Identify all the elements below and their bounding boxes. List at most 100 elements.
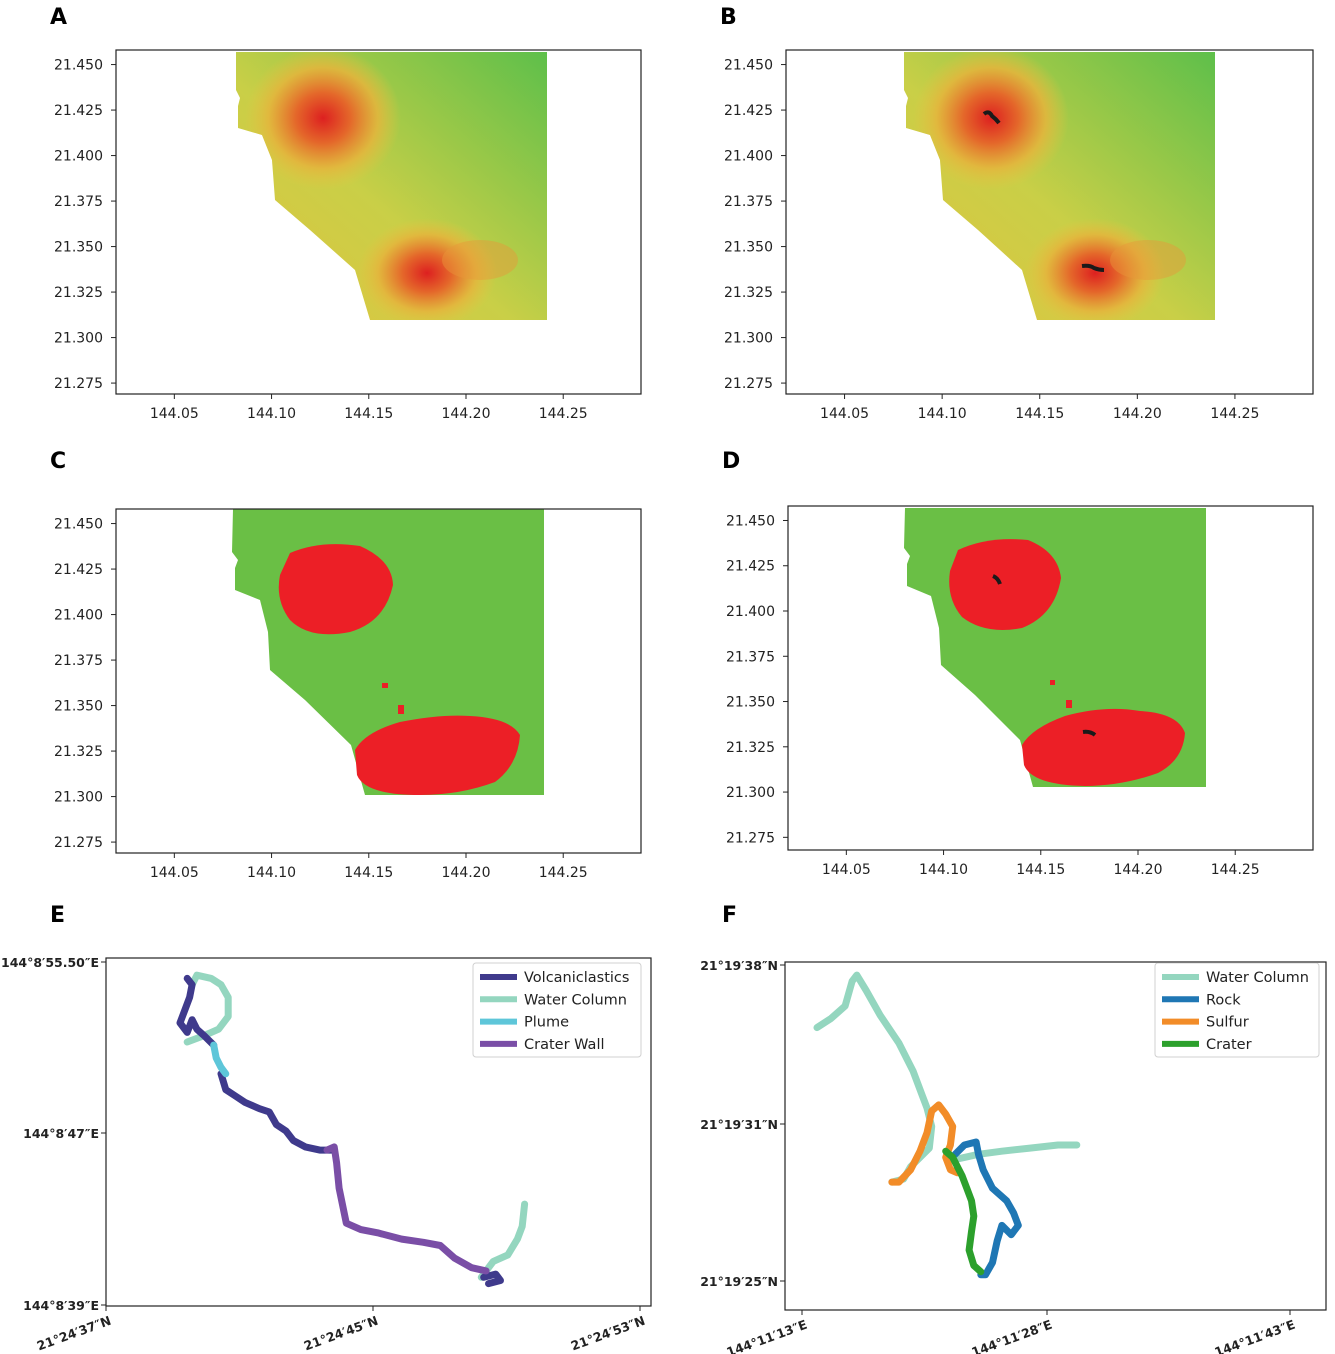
- crater-region-south: [355, 715, 520, 795]
- y-tick-label: 21.275: [54, 376, 103, 392]
- panel-e: 21°24′37″N 21°24′45″N 21°24′53″N 144°8′55.5…: [1, 955, 652, 1354]
- y-tick-label: 21.450: [54, 58, 103, 74]
- crater-region-north: [278, 544, 393, 635]
- x-tick-label: 144.10: [247, 865, 296, 881]
- x-tick-label: 144°11′28″E: [969, 1317, 1054, 1354]
- y-tick-label: 21.425: [724, 103, 773, 119]
- series-line-volcaniclastics: [176, 974, 218, 1049]
- elevation-map-b: [904, 52, 1215, 320]
- x-tick-label: 144.25: [1210, 406, 1259, 422]
- crater-marker-north: [982, 110, 1001, 125]
- crater-region-north: [949, 539, 1061, 630]
- x-tick-label: 144.20: [1114, 862, 1163, 878]
- legend-label: Crater: [1206, 1037, 1252, 1053]
- panel-a: 144.05 144.10 144.15 144.20 144.25 21.450 21.4…: [54, 49, 642, 422]
- panel-f: 144°11′13″E 144°11′28″E 144°11′43″E 21°19′3…: [700, 958, 1327, 1354]
- x-tick-label: 144.25: [539, 865, 588, 881]
- axis-ticks-a: 144.05 144.10 144.15 144.20 144.25 21.450 21.4…: [54, 58, 588, 422]
- crater-marker-north: [992, 574, 1002, 585]
- y-tick-label: 21.375: [54, 194, 103, 210]
- panel-letter-a: A: [50, 5, 67, 30]
- x-tick-label: 144.05: [820, 406, 869, 422]
- x-tick-label: 144.20: [1113, 406, 1162, 422]
- y-tick-label: 21.300: [54, 331, 103, 347]
- legend-label: Rock: [1206, 992, 1241, 1008]
- y-tick-label: 21.325: [724, 285, 773, 301]
- y-tick-label: 21°19′25″N: [700, 1274, 778, 1289]
- y-tick-label: 144°8′39″E: [23, 1298, 99, 1313]
- y-tick-label: 21.275: [724, 376, 773, 392]
- crater-marker-south: [1082, 729, 1097, 737]
- x-tick-label: 144.05: [150, 865, 199, 881]
- panel-letter-d: D: [722, 449, 740, 474]
- hotspot-south: [1025, 218, 1165, 320]
- panel-letter-e: E: [50, 903, 65, 928]
- x-tick-label: 144.10: [918, 406, 967, 422]
- x-tick-label: 21°24′37″N: [35, 1313, 113, 1354]
- hotspot-north: [913, 52, 1069, 190]
- legend-label: Water Column: [524, 992, 627, 1008]
- series-line-sulfur: [888, 1101, 961, 1186]
- y-tick-label: 21.350: [54, 240, 103, 256]
- y-tick-label: 21°19′31″N: [700, 1117, 778, 1132]
- y-tick-label: 21°19′38″N: [700, 958, 778, 973]
- series-line-crater: [942, 1147, 985, 1276]
- y-tick-label: 21.300: [54, 790, 103, 806]
- y-tick-label: 21.275: [726, 830, 775, 846]
- panel-letter-b: B: [720, 5, 737, 30]
- x-tick-label: 144.10: [919, 862, 968, 878]
- y-tick-label: 21.350: [724, 240, 773, 256]
- x-tick-label: 144.05: [150, 406, 199, 422]
- y-tick-label: 21.350: [54, 699, 103, 715]
- y-tick-label: 144°8′55.50″E: [1, 955, 99, 970]
- panel-letter-f: F: [722, 903, 737, 928]
- panel-letter-c: C: [50, 449, 66, 474]
- legend-box: [1154, 962, 1320, 1058]
- y-tick-label: 21.275: [54, 835, 103, 851]
- series-line-rock: [951, 1138, 1022, 1279]
- y-tick-label: 21.375: [54, 653, 103, 669]
- axes-frame-f: [784, 961, 1327, 1311]
- legend-label: Sulfur: [1206, 1015, 1249, 1031]
- panel-c: 144.05 144.10 144.15 144.20 144.25 21.450 21.4…: [54, 508, 642, 881]
- legend-label: Crater Wall: [524, 1037, 605, 1053]
- panel-d: 144.05 144.10 144.15 144.20 144.25 21.450 21.4…: [726, 505, 1314, 878]
- y-tick-label: 21.450: [724, 58, 773, 74]
- x-tick-label: 144°11′13″E: [724, 1317, 809, 1354]
- y-tick-label: 21.300: [726, 785, 775, 801]
- y-tick-label: 144°8′47″E: [23, 1126, 99, 1141]
- axes-frame-a: [115, 49, 642, 395]
- x-tick-label: 144.15: [344, 865, 393, 881]
- hotspot-south: [357, 218, 497, 320]
- y-tick-label: 21.425: [54, 103, 103, 119]
- series-line-water-column: [813, 971, 936, 1186]
- y-tick-label: 21.400: [726, 604, 775, 620]
- series-line-water-column: [183, 971, 232, 1046]
- series-line-water-column: [477, 1200, 529, 1281]
- x-tick-label: 144.15: [1015, 406, 1064, 422]
- axes-frame-c: [115, 508, 642, 854]
- legend-box: [472, 962, 642, 1058]
- y-tick-label: 21.450: [54, 517, 103, 533]
- legend-label: Water Column: [1206, 970, 1309, 986]
- hotspot-north: [245, 52, 401, 190]
- y-tick-label: 21.350: [726, 695, 775, 711]
- axis-ticks-c: 144.05 144.10 144.15 144.20 144.25 21.450 21.4…: [54, 517, 588, 881]
- x-tick-label: 144.05: [822, 862, 871, 878]
- legend-label: Plume: [524, 1015, 569, 1031]
- x-tick-label: 144.20: [442, 406, 491, 422]
- y-tick-label: 21.325: [54, 744, 103, 760]
- axes-frame-e: [105, 957, 652, 1307]
- x-tick-label: 21°24′53″N: [569, 1313, 647, 1354]
- series-line-plume: [210, 1041, 230, 1078]
- x-tick-label: 144.15: [344, 406, 393, 422]
- x-tick-label: 144.25: [1211, 862, 1260, 878]
- y-tick-label: 21.400: [54, 608, 103, 624]
- series-line-crater-wall: [323, 1143, 490, 1275]
- x-tick-label: 144°11′43″E: [1212, 1317, 1297, 1354]
- legend-e: Volcaniclastics Water Column Plume Crater W…: [472, 962, 642, 1058]
- crater-marker-south: [1081, 263, 1105, 272]
- y-tick-label: 21.400: [724, 149, 773, 165]
- y-tick-label: 21.425: [54, 562, 103, 578]
